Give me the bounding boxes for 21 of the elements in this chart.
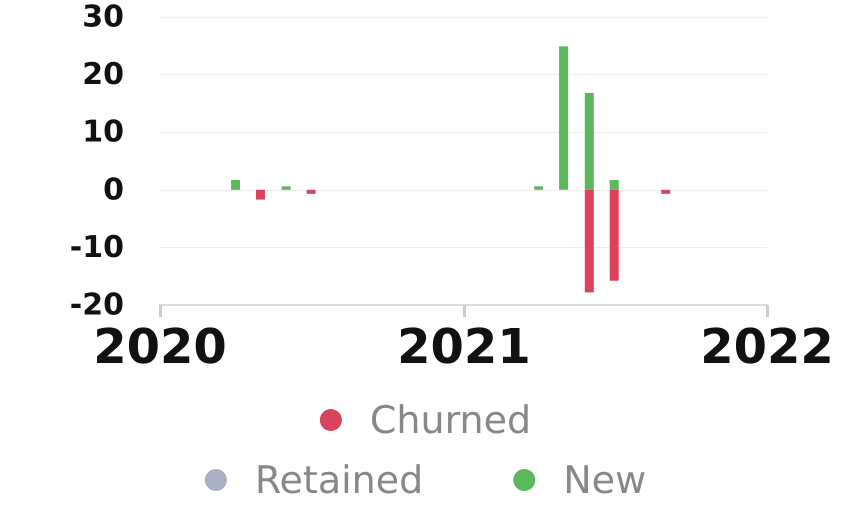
y-tick-label: 10 xyxy=(82,114,124,150)
y-tick-label: 20 xyxy=(82,57,124,92)
x-tick-label: 2021 xyxy=(397,319,531,375)
bar xyxy=(559,46,568,190)
y-tick-label: -10 xyxy=(70,230,124,265)
bar xyxy=(231,180,240,190)
bar xyxy=(282,186,291,190)
bar xyxy=(661,190,670,194)
y-tick-label: 0 xyxy=(103,172,124,208)
legend-label: Retained xyxy=(254,458,424,502)
bar xyxy=(610,190,619,281)
bar xyxy=(534,186,544,190)
bar xyxy=(306,190,316,194)
bar xyxy=(584,93,594,190)
bar xyxy=(610,180,619,190)
y-tick-label: 30 xyxy=(82,0,124,34)
bar xyxy=(256,190,265,200)
bar xyxy=(584,190,594,292)
x-tick-label: 2022 xyxy=(700,319,834,375)
legend-label: New xyxy=(563,458,646,502)
legend-label: Churned xyxy=(370,398,532,442)
